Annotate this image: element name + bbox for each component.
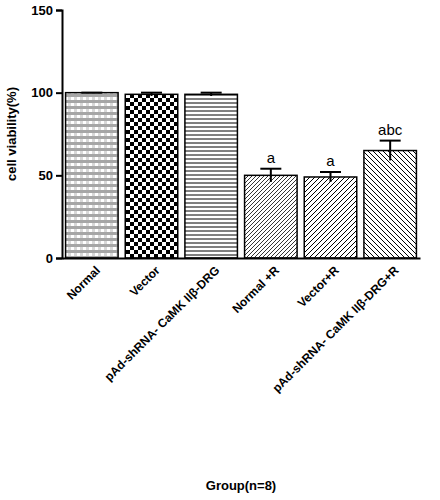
error-bar [201, 93, 222, 96]
x-tick-label: pAd-shRNA- CaMK IIβ-DRG [102, 263, 223, 384]
annotation: abc [378, 121, 403, 138]
x-tick: pAd-shRNA- CaMK IIβ-DRG [102, 258, 223, 384]
error-bar [81, 92, 102, 93]
y-axis-title: cell viability(%) [4, 87, 19, 181]
y-tick-mark [56, 92, 62, 94]
y-tick: 50 [39, 168, 62, 183]
x-axis: Normal VectorpAd-shRNA- CaMK IIβ-DRGNorma… [63, 258, 421, 395]
error-cap [201, 92, 222, 94]
y-axis: 0 50 100 150 [31, 3, 62, 266]
y-tick: 150 [31, 3, 62, 18]
error-cap [81, 92, 102, 94]
y-axis-line [56, 11, 63, 259]
error-stem [270, 169, 272, 182]
bars [66, 93, 417, 258]
y-tick: 100 [31, 85, 62, 100]
chart: 050100150NormalVectorpAd-shRNA- CaMK IIβ… [0, 0, 440, 500]
x-tick-label: pAd-shRNA- CaMK IIβ-DRG+R [270, 263, 402, 395]
error-stem [389, 141, 391, 161]
x-tick: Vector [127, 258, 163, 299]
bar [66, 93, 119, 258]
error-stem [330, 172, 332, 182]
annotation: a [267, 149, 276, 166]
bar [364, 151, 417, 258]
error-bar [320, 172, 341, 182]
y-tick: 0 [46, 251, 62, 266]
x-tick-label: Vector [127, 263, 163, 299]
y-tick-mark [56, 10, 62, 12]
x-axis-title: Group(n=8) [206, 478, 276, 493]
x-tick: pAd-shRNA- CaMK IIβ-DRG+R [270, 258, 402, 395]
bar [125, 94, 178, 258]
error-cap [141, 92, 162, 94]
error-bar [141, 93, 162, 96]
bar [245, 175, 298, 258]
x-tick: Vector+R [295, 258, 342, 310]
x-tick-label: Normal [64, 263, 103, 302]
plot: 050100150NormalVectorpAd-shRNA- CaMK IIβ… [31, 3, 420, 395]
y-tick-mark [56, 258, 62, 260]
x-tick-label: Normal +R [229, 263, 282, 316]
error-cap [380, 140, 401, 142]
bar [304, 177, 357, 258]
y-tick-label: 0 [46, 251, 53, 266]
annotation: a [326, 152, 335, 169]
error-bar [260, 169, 281, 182]
bar [185, 94, 238, 258]
error-bar [380, 141, 401, 161]
y-tick-label: 50 [39, 168, 53, 183]
x-tick: Normal [64, 258, 103, 302]
y-tick-mark [56, 175, 62, 177]
error-cap [260, 168, 281, 170]
y-tick-label: 150 [31, 3, 53, 18]
x-tick: Normal +R [229, 258, 282, 316]
error-cap [320, 171, 341, 173]
x-axis-line [63, 258, 421, 260]
y-tick-label: 100 [31, 85, 53, 100]
x-tick-label: Vector+R [295, 263, 342, 310]
